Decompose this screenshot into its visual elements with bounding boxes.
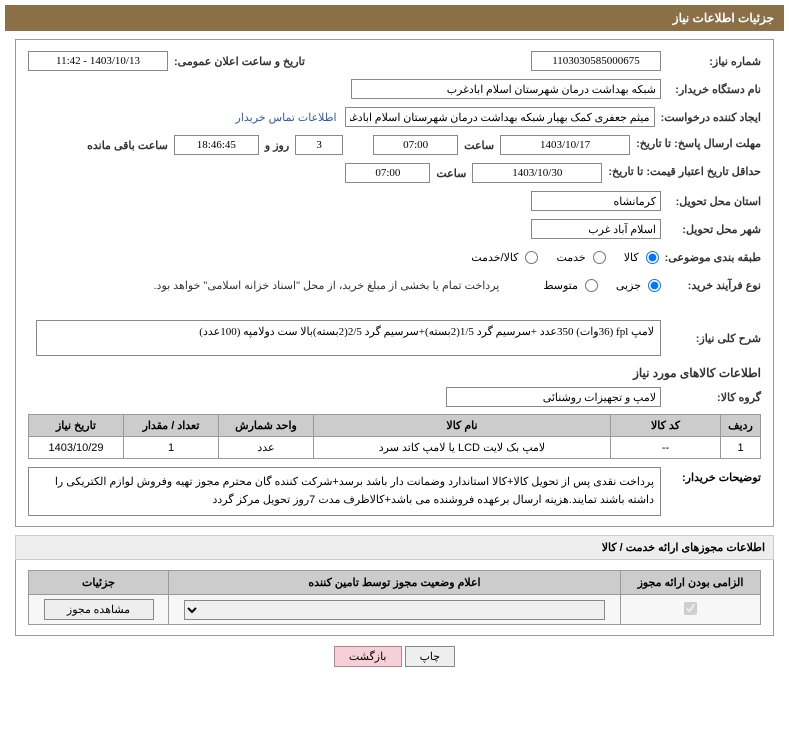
goods-group-label: گروه کالا: bbox=[661, 391, 761, 404]
category-radio-group: کالا خدمت کالا/خدمت bbox=[457, 251, 658, 264]
publish-date-field[interactable] bbox=[28, 51, 168, 71]
deadline-label: مهلت ارسال پاسخ: تا تاریخ: bbox=[630, 138, 761, 151]
province-label: استان محل تحویل: bbox=[661, 195, 761, 208]
need-number-label: شماره نیاز: bbox=[661, 55, 761, 68]
validity-date-field[interactable] bbox=[472, 163, 602, 183]
process-radio-minor-label: جزیی bbox=[616, 279, 641, 292]
deadline-date-field[interactable] bbox=[500, 135, 630, 155]
table-row[interactable]: 1 -- لامپ بک لایت LCD یا لامپ کاتد سرد ع… bbox=[29, 437, 761, 459]
days-remaining-label: روز و bbox=[259, 139, 295, 152]
validity-time-label: ساعت bbox=[430, 167, 472, 180]
buyer-contact-link[interactable]: اطلاعات تماس خریدار bbox=[236, 111, 337, 124]
lic-col-details: جزئیات bbox=[29, 571, 169, 595]
license-table: الزامی بودن ارائه مجوز اعلام وضعیت مجوز … bbox=[28, 570, 761, 625]
province-field[interactable] bbox=[531, 191, 661, 211]
deadline-time-label: ساعت bbox=[458, 139, 500, 152]
lic-col-required: الزامی بودن ارائه مجوز bbox=[621, 571, 761, 595]
col-unit: واحد شمارش bbox=[219, 415, 314, 437]
process-radio-group: جزیی متوسط bbox=[529, 279, 661, 292]
buyer-org-label: نام دستگاه خریدار: bbox=[661, 83, 761, 96]
view-license-button[interactable]: مشاهده مجوز bbox=[44, 599, 154, 620]
cell-code: -- bbox=[611, 437, 721, 459]
deadline-time-field[interactable] bbox=[373, 135, 458, 155]
print-button[interactable]: چاپ bbox=[405, 646, 456, 667]
category-radio-both[interactable] bbox=[525, 251, 538, 264]
publish-date-label: تاریخ و ساعت اعلان عمومی: bbox=[168, 55, 311, 68]
category-label: طبقه بندی موضوعی: bbox=[659, 251, 761, 264]
process-type-label: نوع فرآیند خرید: bbox=[661, 279, 761, 292]
col-row: ردیف bbox=[721, 415, 761, 437]
need-desc-field[interactable]: لامپ fpl (36وات) 350عدد +سرسیم گرد 1/5(2… bbox=[36, 320, 661, 356]
cell-qty: 1 bbox=[124, 437, 219, 459]
process-radio-medium[interactable] bbox=[585, 279, 598, 292]
page-title: جزئیات اطلاعات نیاز bbox=[5, 5, 784, 31]
lic-col-status: اعلام وضعیت مجوز توسط تامین کننده bbox=[169, 571, 621, 595]
validity-label: حداقل تاریخ اعتبار قیمت: تا تاریخ: bbox=[602, 166, 761, 179]
back-button[interactable]: بازگشت bbox=[334, 646, 402, 667]
process-note: پرداخت تمام یا بخشی از مبلغ خرید، از محل… bbox=[154, 279, 500, 292]
cell-row: 1 bbox=[721, 437, 761, 459]
goods-section-title: اطلاعات کالاهای مورد نیاز bbox=[28, 366, 761, 380]
cell-name: لامپ بک لایت LCD یا لامپ کاتد سرد bbox=[314, 437, 611, 459]
col-code: کد کالا bbox=[611, 415, 721, 437]
category-radio-goods-label: کالا bbox=[624, 251, 639, 264]
city-label: شهر محل تحویل: bbox=[661, 223, 761, 236]
col-date: تاریخ نیاز bbox=[29, 415, 124, 437]
buyer-notes-field[interactable]: پرداخت نقدی پس از تحویل کالا+کالا استاند… bbox=[28, 467, 661, 516]
time-remaining-field[interactable] bbox=[174, 135, 259, 155]
category-radio-goods[interactable] bbox=[646, 251, 659, 264]
col-name: نام کالا bbox=[314, 415, 611, 437]
cell-unit: عدد bbox=[219, 437, 314, 459]
requester-label: ایجاد کننده درخواست: bbox=[655, 111, 761, 124]
need-desc-label: شرح کلی نیاز: bbox=[661, 332, 761, 345]
license-status-select[interactable] bbox=[184, 600, 605, 620]
time-remaining-label: ساعت باقی مانده bbox=[81, 139, 174, 152]
license-row: مشاهده مجوز bbox=[29, 595, 761, 625]
cell-date: 1403/10/29 bbox=[29, 437, 124, 459]
action-buttons: چاپ بازگشت bbox=[0, 646, 789, 667]
category-radio-service[interactable] bbox=[593, 251, 606, 264]
validity-time-field[interactable] bbox=[345, 163, 430, 183]
need-number-field[interactable] bbox=[531, 51, 661, 71]
goods-table: ردیف کد کالا نام کالا واحد شمارش تعداد /… bbox=[28, 414, 761, 459]
goods-group-field[interactable] bbox=[446, 387, 661, 407]
days-remaining-field[interactable] bbox=[295, 135, 343, 155]
requester-field[interactable] bbox=[345, 107, 655, 127]
category-radio-service-label: خدمت bbox=[556, 251, 585, 264]
col-qty: تعداد / مقدار bbox=[124, 415, 219, 437]
license-panel: الزامی بودن ارائه مجوز اعلام وضعیت مجوز … bbox=[15, 560, 774, 636]
license-required-checkbox bbox=[684, 602, 697, 615]
process-radio-medium-label: متوسط bbox=[543, 279, 578, 292]
category-radio-both-label: کالا/خدمت bbox=[471, 251, 518, 264]
process-radio-minor[interactable] bbox=[648, 279, 661, 292]
main-form-panel: شماره نیاز: تاریخ و ساعت اعلان عمومی: نا… bbox=[15, 39, 774, 527]
city-field[interactable] bbox=[531, 219, 661, 239]
buyer-org-field[interactable] bbox=[351, 79, 661, 99]
buyer-notes-label: توضیحات خریدار: bbox=[661, 459, 761, 484]
license-section-header[interactable]: اطلاعات مجوزهای ارائه خدمت / کالا bbox=[15, 535, 774, 560]
